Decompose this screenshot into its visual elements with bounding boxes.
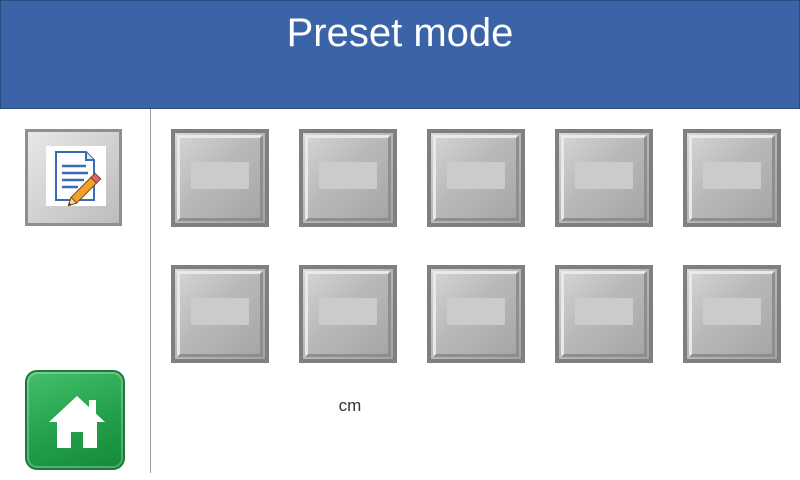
- preset-button-9[interactable]: [555, 265, 653, 363]
- page-title: Preset mode: [286, 11, 514, 55]
- sidebar-divider: [150, 109, 151, 473]
- home-icon: [45, 390, 109, 454]
- preset-button-6[interactable]: [171, 265, 269, 363]
- edit-document-icon: [46, 146, 106, 207]
- preset-label: [319, 162, 377, 189]
- preset-label: [319, 298, 377, 325]
- preset-button-5[interactable]: [683, 129, 781, 227]
- preset-button-10[interactable]: [683, 265, 781, 363]
- preset-label: [447, 298, 505, 325]
- preset-button-7[interactable]: [299, 265, 397, 363]
- preset-button-8[interactable]: [427, 265, 525, 363]
- preset-label: [703, 298, 761, 325]
- header-bar: Preset mode: [0, 0, 800, 109]
- preset-button-4[interactable]: [555, 129, 653, 227]
- preset-label: [575, 162, 633, 189]
- preset-label: [191, 298, 249, 325]
- preset-label: [575, 298, 633, 325]
- preset-label: [191, 162, 249, 189]
- unit-label: cm: [338, 396, 362, 415]
- preset-label: [703, 162, 761, 189]
- preset-label: [447, 162, 505, 189]
- preset-button-2[interactable]: [299, 129, 397, 227]
- preset-button-3[interactable]: [427, 129, 525, 227]
- home-button[interactable]: [25, 370, 125, 470]
- edit-button[interactable]: [25, 129, 122, 226]
- preset-button-1[interactable]: [171, 129, 269, 227]
